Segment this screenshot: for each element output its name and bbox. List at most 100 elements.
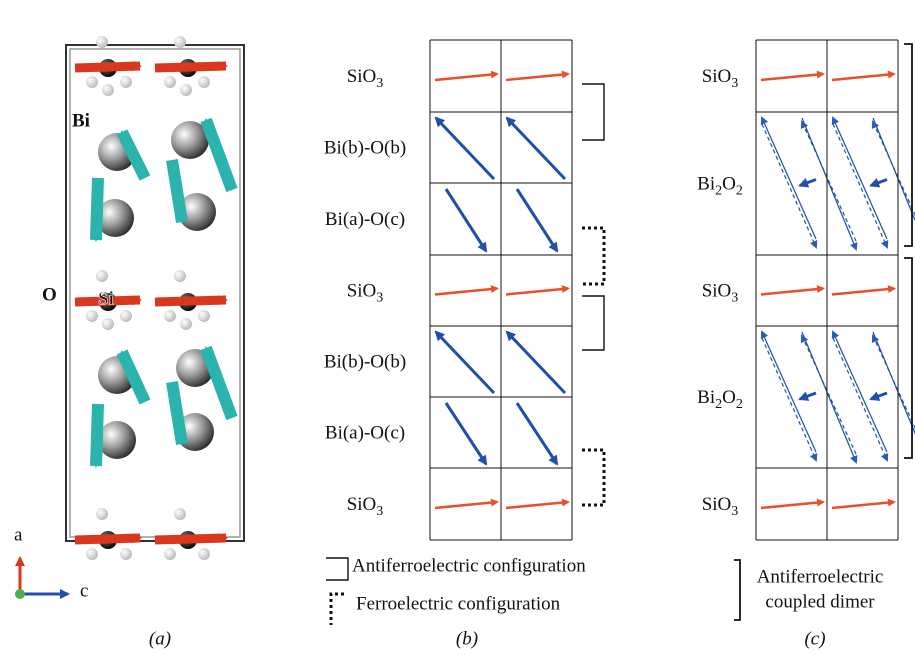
label-part: 3 — [731, 291, 738, 306]
legend-label: coupled dimer — [765, 591, 875, 612]
atom-label: Si — [98, 288, 114, 309]
o-atom — [164, 76, 176, 88]
label-part: Bi(b)-O(b) — [324, 138, 406, 159]
o-atom — [120, 76, 132, 88]
o-atom — [96, 36, 108, 48]
panel-c: SiO3Bi2O2SiO3Bi2O2SiO3Antiferroelectricc… — [697, 40, 915, 649]
atom-label: O — [42, 284, 57, 305]
arrow — [507, 118, 565, 179]
label-part: Bi(b)-O(b) — [324, 352, 406, 373]
bi-moment — [96, 178, 98, 240]
label-part: 3 — [731, 504, 738, 519]
arrow — [435, 74, 497, 80]
bracket — [734, 560, 740, 620]
bi-atom — [98, 421, 136, 459]
arrow — [832, 502, 894, 508]
arrow — [517, 189, 557, 251]
bracket — [582, 84, 604, 140]
arrow — [802, 332, 856, 462]
si-moment — [155, 300, 226, 302]
label-part: 3 — [376, 504, 383, 519]
label-part: SiO — [702, 494, 732, 515]
row-label: SiO3 — [347, 281, 384, 306]
panel-a: Bi O Si a c (a) — [14, 36, 244, 649]
o-atom — [86, 548, 98, 560]
legend-label: Antiferroelectric — [757, 566, 884, 587]
caption: (c) — [804, 628, 825, 649]
arrow — [800, 393, 816, 399]
o-atom — [86, 310, 98, 322]
row-label: Bi2O2 — [697, 174, 743, 199]
label-part: 2 — [715, 397, 722, 412]
arrow — [832, 74, 894, 80]
arrow — [506, 289, 568, 295]
arrow — [800, 180, 816, 186]
bi-moment — [96, 404, 98, 466]
bi-moment — [172, 382, 182, 444]
label-part: Bi(a)-O(c) — [325, 423, 405, 444]
legend-label: Antiferroelectric configuration — [352, 555, 586, 576]
label-part: 2 — [715, 184, 722, 199]
bracket — [582, 450, 604, 505]
o-atom — [180, 84, 192, 96]
arrow — [833, 124, 887, 247]
label-part: 3 — [376, 76, 383, 91]
arrow — [761, 74, 823, 80]
unit-cell — [66, 45, 244, 541]
label-part: SiO — [702, 281, 732, 302]
figure: BiOSiac(a) SiO3Bi(b)-O(b)Bi(a)-O(c)SiO3B… — [0, 0, 915, 655]
o-atom — [120, 310, 132, 322]
bracket — [904, 44, 912, 246]
o-atom — [96, 270, 108, 282]
row-label: SiO3 — [702, 494, 739, 519]
si-moment — [155, 66, 226, 68]
legend-label: Ferroelectric configuration — [356, 593, 561, 614]
row-label: SiO3 — [702, 66, 739, 91]
arrow — [506, 502, 568, 508]
arrow — [436, 118, 494, 179]
arrow — [802, 118, 856, 249]
arrow — [871, 393, 887, 399]
row-label: Bi(b)-O(b) — [324, 352, 406, 373]
arrow — [436, 332, 494, 393]
bi-moment — [206, 120, 232, 190]
o-atom — [174, 508, 186, 520]
label-part: O — [722, 387, 736, 408]
arrow — [517, 403, 557, 464]
bracket — [904, 258, 912, 458]
label-part: 3 — [376, 291, 383, 306]
arrow — [871, 180, 887, 186]
caption: (a) — [149, 628, 171, 649]
row-label: Bi(a)-O(c) — [325, 423, 405, 444]
o-atom — [96, 508, 108, 520]
arrow — [761, 502, 823, 508]
label-part: SiO — [347, 281, 377, 302]
si-moment — [155, 538, 226, 540]
row-label: Bi2O2 — [697, 387, 743, 412]
axis-label: c — [80, 580, 88, 601]
bracket — [326, 558, 348, 580]
o-atom — [164, 310, 176, 322]
o-atom — [180, 318, 192, 330]
bi-moment — [172, 160, 182, 222]
arrow — [435, 289, 497, 295]
o-atom — [198, 548, 210, 560]
row-label: Bi(b)-O(b) — [324, 138, 406, 159]
row-label: SiO3 — [347, 494, 384, 519]
label-part: Bi — [697, 387, 715, 408]
axis-label: a — [14, 524, 23, 545]
atom-label: Bi — [72, 110, 90, 131]
o-atom — [86, 76, 98, 88]
label-part: O — [722, 174, 736, 195]
arrow — [446, 189, 486, 251]
arrow — [762, 124, 816, 247]
label-part: Bi(a)-O(c) — [325, 209, 405, 230]
arrow — [761, 289, 823, 295]
row-label: SiO3 — [702, 281, 739, 306]
label-part: 2 — [736, 184, 743, 199]
bracket — [331, 594, 344, 625]
label-part: 3 — [731, 76, 738, 91]
bracket — [582, 228, 604, 284]
arrow — [507, 332, 565, 393]
bi-moment — [206, 348, 232, 418]
